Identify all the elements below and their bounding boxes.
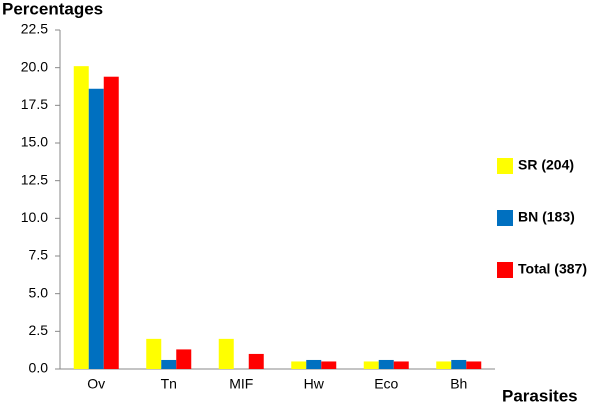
x-tick-label: Eco: [374, 376, 398, 392]
x-axis-title: Parasites: [502, 386, 578, 405]
bar: [363, 361, 379, 369]
y-tick-label: 10.0: [21, 209, 48, 225]
legend-swatch: [497, 158, 513, 174]
x-tick-label: Bh: [450, 376, 467, 392]
bar: [436, 361, 452, 369]
bar: [176, 349, 192, 369]
bar: [103, 76, 119, 369]
bar: [73, 66, 89, 369]
x-tick-label: Ov: [87, 376, 105, 392]
y-tick-label: 22.5: [21, 21, 48, 37]
x-tick-label: MIF: [229, 376, 253, 392]
bar: [291, 361, 307, 369]
y-axis-title: Percentages: [2, 0, 103, 18]
legend-label: Total (387): [518, 261, 587, 277]
bar: [466, 361, 482, 369]
legend-swatch: [497, 262, 513, 278]
legend-label: SR (204): [518, 157, 574, 173]
bar: [451, 359, 467, 369]
bar: [161, 359, 177, 369]
bar: [218, 338, 234, 369]
bar: [321, 361, 337, 369]
y-tick-label: 7.5: [29, 247, 49, 263]
bar: [393, 361, 409, 369]
y-tick-label: 17.5: [21, 96, 48, 112]
y-tick-label: 15.0: [21, 134, 48, 150]
bar: [88, 88, 104, 369]
y-tick-label: 20.0: [21, 58, 48, 74]
x-tick-label: Hw: [304, 376, 325, 392]
bar: [378, 359, 394, 369]
legend-swatch: [497, 210, 513, 226]
y-tick-label: 5.0: [29, 284, 49, 300]
y-tick-label: 12.5: [21, 171, 48, 187]
x-tick-label: Tn: [161, 376, 177, 392]
bar: [248, 353, 264, 369]
bar: [146, 338, 162, 369]
y-tick-label: 2.5: [29, 322, 49, 338]
legend-label: BN (183): [518, 209, 575, 225]
y-tick-label: 0.0: [29, 360, 49, 376]
bar: [306, 359, 322, 369]
